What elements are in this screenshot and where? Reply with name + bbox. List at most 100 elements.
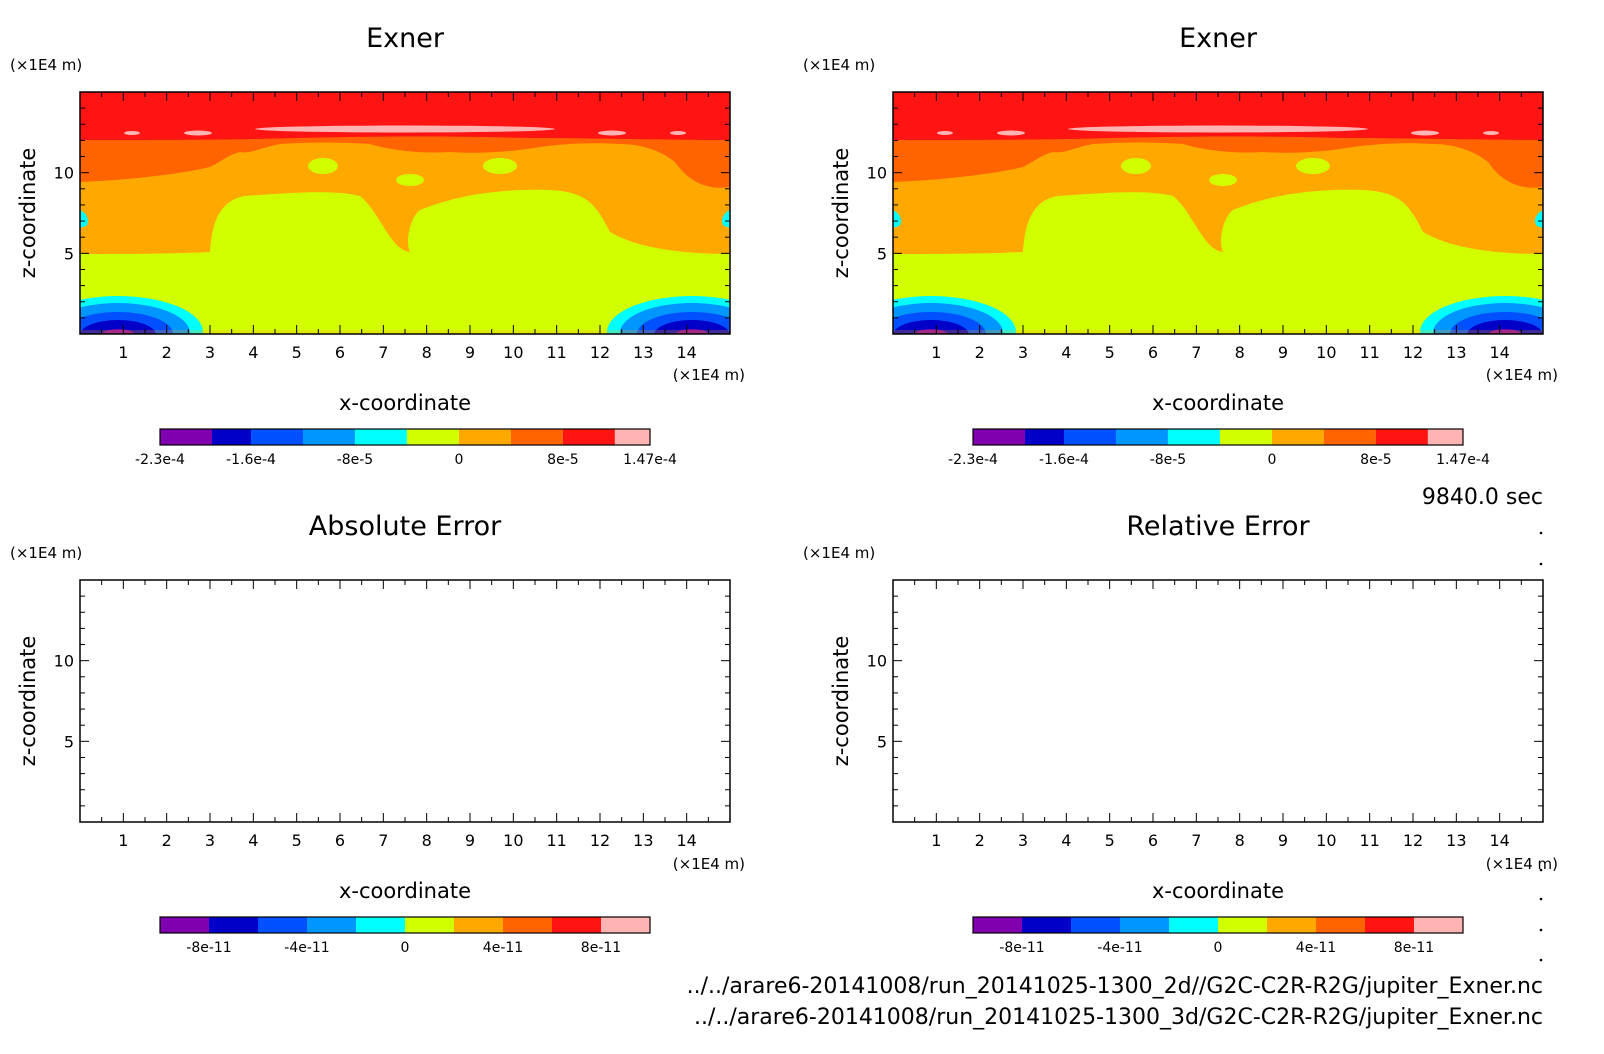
x-tick-label: 4: [248, 343, 258, 362]
colorbar-segment: [1022, 917, 1071, 933]
colorbar-segment: [510, 429, 563, 445]
colorbar-segment: [1167, 429, 1220, 445]
x-tick-label: 14: [676, 831, 696, 850]
x-tick-label: 6: [335, 831, 345, 850]
contour-level: [80, 210, 88, 228]
contour-level: [124, 131, 140, 135]
contour-level: [893, 92, 1543, 140]
x-tick-label: 14: [1489, 831, 1509, 850]
contour-level: [308, 158, 338, 174]
x-tick-label: 10: [1316, 831, 1336, 850]
colorbar-segment: [302, 429, 355, 445]
y-axis-unit: (×1E4 m): [803, 544, 875, 562]
colorbar-tick-label: -8e-5: [1150, 452, 1187, 468]
x-axis-ticks: 1 2 3 4 5 6 7 8 9 10 11 12 13 14: [101, 580, 709, 850]
x-tick-label: 13: [633, 831, 653, 850]
colorbar-tick-label: 1.47e-4: [623, 452, 677, 468]
colorbar-tick-label: 4e-11: [1296, 940, 1336, 956]
colorbar-segment: [973, 429, 1025, 445]
x-tick-label: 1: [118, 343, 128, 362]
x-tick-label: 12: [1403, 343, 1423, 362]
colorbar-segment: [1271, 429, 1324, 445]
colorbar-segment: [1115, 429, 1168, 445]
y-tick-label: 5: [64, 244, 74, 263]
x-tick-label: 4: [1061, 343, 1071, 362]
x-tick-label: 12: [590, 831, 610, 850]
contour-level: [255, 125, 555, 133]
colorbar-frame: [159, 428, 651, 446]
colorbar-tick-label: -1.6e-4: [226, 452, 276, 468]
time-label: 9840.0 sec: [1422, 485, 1543, 510]
x-tick-label: 9: [465, 831, 475, 850]
contour-level: [1411, 130, 1439, 136]
colorbar-segment: [1414, 917, 1463, 933]
colorbar-tick-label: -2.3e-4: [948, 452, 998, 468]
x-tick-label: 6: [335, 343, 345, 362]
x-tick-label: 6: [1148, 831, 1158, 850]
colorbar-segment: [454, 917, 503, 933]
x-tick-label: 11: [546, 831, 566, 850]
x-tick-label: 5: [1105, 343, 1115, 362]
y-axis-ticks: 5 10: [867, 595, 1543, 807]
x-tick-label: 2: [162, 831, 172, 850]
colorbar-tick-label: -4e-11: [1097, 940, 1142, 956]
x-tick-label: 11: [1359, 343, 1379, 362]
y-axis-label: z-coordinate: [829, 148, 853, 279]
colorbar-segment: [209, 917, 258, 933]
contour-level: [483, 158, 517, 174]
x-tick-label: 9: [1278, 343, 1288, 362]
contour-level: [598, 130, 626, 136]
colorbar-tick-label: 8e-11: [1394, 940, 1434, 956]
panel-title: Exner: [366, 23, 445, 54]
contour-level: [80, 92, 730, 140]
y-axis-ticks: 5 10: [54, 107, 730, 319]
x-axis-unit: (×1E4 m): [673, 855, 745, 873]
colorbar-segment: [1375, 429, 1428, 445]
y-axis-label: z-coordinate: [829, 636, 853, 767]
colorbar-segment: [1120, 917, 1169, 933]
contour-level: [1483, 131, 1499, 135]
colorbar-frame: [972, 428, 1464, 446]
contour-level: [913, 329, 949, 334]
x-axis-unit: (×1E4 m): [673, 366, 745, 384]
panel-exner-left: Exner (×1E4 m) 1 2 3 4 5 6 7 8 9 10 11 12 13 14 510 (…: [10, 23, 745, 468]
colorbar-segment: [1169, 917, 1218, 933]
x-tick-label: 1: [118, 831, 128, 850]
contour-level: [997, 130, 1025, 136]
colorbar-tick-label: -2.3e-4: [135, 452, 185, 468]
colorbar-segment: [258, 917, 307, 933]
colorbar-segment: [356, 917, 405, 933]
x-tick-label: 10: [503, 343, 523, 362]
colorbar-segment: [562, 429, 615, 445]
plot-frame: [892, 579, 1544, 823]
x-tick-label: 1: [931, 343, 941, 362]
x-tick-label: 8: [1235, 831, 1245, 850]
contour-level: [1535, 210, 1543, 228]
contour-level: [1121, 158, 1151, 174]
x-tick-label: 14: [1489, 343, 1509, 362]
contour-level: [1296, 158, 1330, 174]
panel-absolute-error: Absolute Error (×1E4 m) 1 2 3 4 5 6 7 8 9 10 11 12 1…: [10, 511, 745, 956]
colorbar-tick-label: -8e-5: [337, 452, 374, 468]
contour-level: [1209, 174, 1237, 186]
y-axis-unit: (×1E4 m): [10, 544, 82, 562]
x-tick-label: 10: [503, 831, 523, 850]
y-tick-label: 5: [877, 732, 887, 751]
contour-level: [1487, 329, 1523, 334]
x-tick-label: 11: [1359, 831, 1379, 850]
y-axis-unit: (×1E4 m): [10, 56, 82, 74]
contour-field: [80, 92, 730, 334]
x-tick-label: 13: [1446, 831, 1466, 850]
contour-level: [100, 329, 136, 334]
contour-fill-layers: [80, 92, 730, 334]
colorbar-segment: [1427, 429, 1463, 445]
panel-title: Exner: [1179, 23, 1258, 54]
colorbar: -2.3e-4 -1.6e-4 -8e-5 0 8e-5 1.47e-4: [135, 428, 677, 468]
x-tick-label: 3: [1018, 831, 1028, 850]
contour-level: [184, 130, 212, 136]
y-tick-label: 10: [867, 652, 887, 671]
contour-level: [1068, 125, 1368, 133]
y-axis-ticks: 5 10: [867, 107, 1543, 319]
colorbar-frame: [159, 916, 651, 934]
